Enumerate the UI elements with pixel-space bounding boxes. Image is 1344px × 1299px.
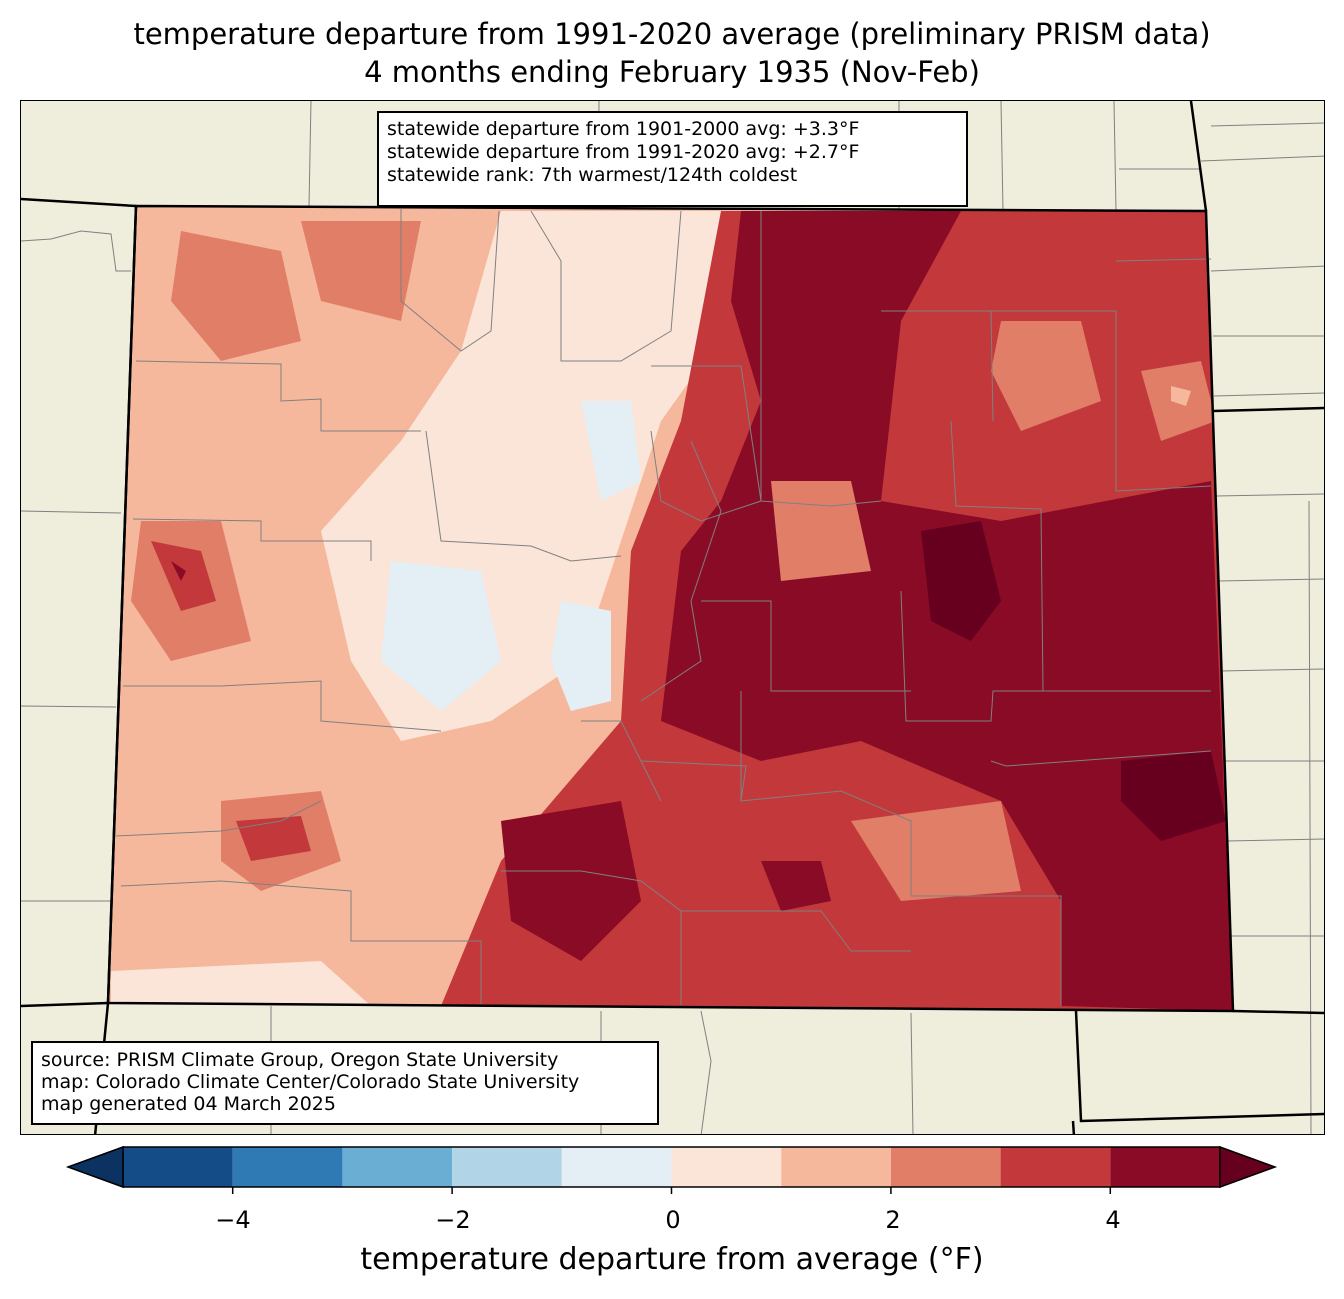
map-credit-line: map: Colorado Climate Center/Colorado St…	[41, 1071, 580, 1093]
colorbar-bin	[671, 1147, 782, 1187]
source-box: source: PRISM Climate Group, Oregon Stat…	[31, 1041, 659, 1125]
map-title-line1: temperature departure from 1991-2020 ave…	[133, 17, 1211, 51]
colorbar-label: temperature departure from average (°F)	[360, 1242, 984, 1277]
colorbar-tick-label: 2	[885, 1206, 901, 1234]
colorbar-bin	[561, 1147, 672, 1187]
colorbar-over-arrow	[1219, 1145, 1278, 1189]
colorbar-under-arrow	[65, 1145, 124, 1189]
generated-date-line: map generated 04 March 2025	[41, 1093, 336, 1115]
colorbar-bin	[1110, 1147, 1220, 1187]
colorbar-bin	[123, 1147, 233, 1187]
stats-rank: statewide rank: 7th warmest/124th coldes…	[387, 164, 798, 186]
state-borders	[21, 101, 1324, 1134]
stats-departure-1991-2020: statewide departure from 1991-2020 avg: …	[387, 141, 860, 163]
source-line: source: PRISM Climate Group, Oregon Stat…	[41, 1049, 559, 1071]
colorbar-tick-label: 0	[665, 1206, 681, 1234]
colorbar-bin	[342, 1147, 453, 1187]
colorado-county-lines	[115, 209, 1212, 1006]
colorbar-bin	[232, 1147, 343, 1187]
colorbar-bin	[1000, 1147, 1111, 1187]
colorbar-bin	[452, 1147, 562, 1187]
map-title-line2: 4 months ending February 1935 (Nov-Feb)	[364, 55, 980, 89]
temperature-departure-map	[21, 101, 1324, 1134]
statewide-stats-box: statewide departure from 1901-2000 avg: …	[377, 111, 968, 207]
colorbar-tick-label: 4	[1105, 1206, 1121, 1234]
stats-departure-1901-2000: statewide departure from 1901-2000 avg: …	[387, 118, 860, 140]
colorbar	[65, 1145, 1278, 1194]
map-panel	[20, 100, 1325, 1135]
colorbar-tick-label: −2	[435, 1206, 471, 1234]
colorbar-tick-label: −4	[215, 1206, 251, 1234]
colorbar-bin	[890, 1147, 1001, 1187]
colorado-temperature-field	[108, 206, 1233, 1011]
colorbar-bin	[781, 1147, 891, 1187]
